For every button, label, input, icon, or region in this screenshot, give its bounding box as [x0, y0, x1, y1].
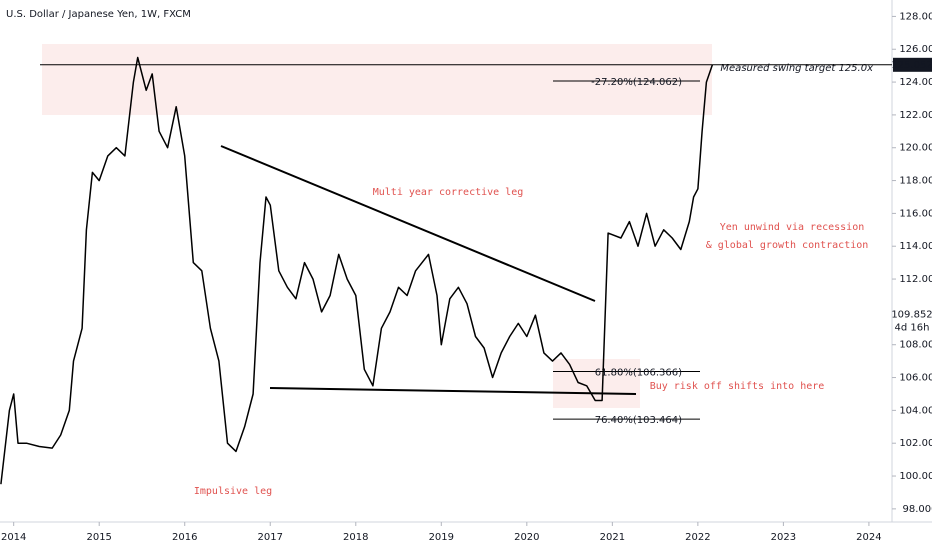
y-tick-label: 102.000 [899, 438, 932, 449]
x-tick-label: 2019 [429, 532, 454, 543]
x-tick-label: 2018 [343, 532, 368, 543]
fib-label: -27.20%(124.062) [591, 77, 682, 88]
y-tick-label: 98.000 [903, 504, 932, 515]
target-price-label: 125.052 [891, 60, 932, 71]
y-tick-label: 100.000 [899, 471, 932, 482]
x-tick-label: 2017 [258, 532, 283, 543]
trendline-upper [220, 145, 596, 302]
x-tick-label: 2022 [685, 532, 710, 543]
x-tick-label: 2024 [856, 532, 881, 543]
y-tick-label: 120.000 [899, 143, 932, 154]
y-tick-label: 112.000 [899, 274, 932, 285]
y-tick-label: 126.000 [899, 44, 932, 55]
x-tick-label: 2021 [600, 532, 625, 543]
countdown-label: 4d 16h [895, 322, 930, 333]
y-tick-label: 128.000 [899, 11, 932, 22]
resistance-zone [42, 44, 712, 115]
trendline-lower [269, 387, 637, 395]
y-tick-label: 106.000 [899, 373, 932, 384]
y-tick-label: 108.000 [899, 340, 932, 351]
x-tick-label: 2023 [771, 532, 796, 543]
x-tick-label: 2015 [86, 532, 111, 543]
annotation: Buy risk off shifts into here [650, 381, 825, 392]
y-tick-label: 114.000 [899, 241, 932, 252]
x-tick-label: 2014 [1, 532, 26, 543]
y-tick-label: 118.000 [899, 176, 932, 187]
y-tick-label: 104.000 [899, 405, 932, 416]
y-tick-label: 124.000 [899, 77, 932, 88]
fib-label: 76.40%(103.464) [595, 415, 682, 426]
annotation: Impulsive leg [194, 486, 272, 497]
annotation: Measured swing target 125.0x [720, 63, 873, 74]
chart-title: U.S. Dollar / Japanese Yen, 1W, FXCM [6, 9, 191, 20]
y-tick-label: 116.000 [899, 208, 932, 219]
x-tick-label: 2020 [514, 532, 539, 543]
annotation: Yen unwind via recession [720, 222, 865, 233]
annotation: & global growth contraction [706, 240, 869, 251]
target-price-box [893, 57, 932, 72]
price-line [0, 56, 714, 485]
y-tick-label: 122.000 [899, 110, 932, 121]
fib-label: 61.80%(106.366) [595, 368, 682, 379]
current-price-box [893, 307, 932, 336]
annotation: Multi year corrective leg [373, 187, 524, 198]
x-tick-label: 2016 [172, 532, 197, 543]
current-price-label: 109.852 [891, 309, 932, 320]
